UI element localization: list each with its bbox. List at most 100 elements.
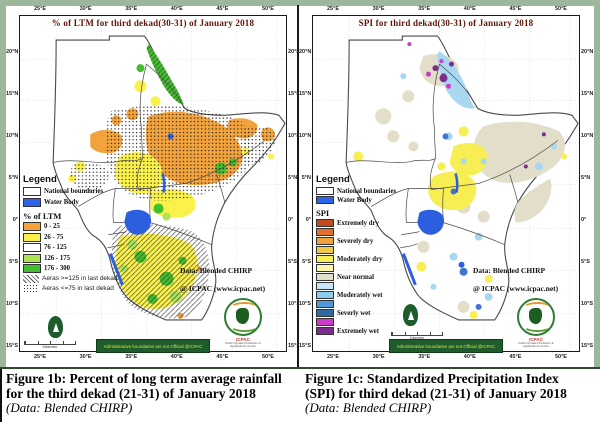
lon-tick-label: 40°E [170, 6, 183, 12]
lat-tick-label: 10°S [299, 301, 311, 308]
caption-row: Figure 1b: Percent of long term average … [0, 369, 600, 422]
water-swatch [316, 196, 334, 204]
lat-tick-label: 10°N [6, 133, 19, 140]
class-swatch [316, 246, 334, 254]
map-frame-ltm: % of LTM for third dekad(30-31) of Janua… [19, 15, 287, 353]
overlay-label: Aeras <=75 in last dekad [42, 284, 114, 292]
lat-tick-label: 10°S [581, 301, 593, 308]
legend-class-row: Severly wet [316, 309, 424, 317]
class-label: 26 - 75 [44, 233, 64, 241]
legend-class-row [316, 246, 424, 254]
lat-tick-label: 10°N [581, 133, 594, 140]
lat-tick-label: 10°N [299, 133, 312, 140]
panel-divider-line [297, 5, 299, 368]
legend-item-water: Water Body [316, 196, 424, 204]
lat-tick-label: 20°N [288, 49, 301, 55]
class-swatch [23, 253, 41, 263]
lon-tick-label: 25°E [327, 6, 339, 12]
caption-figure-1b: Figure 1b: Percent of long term average … [6, 371, 298, 416]
legend-title: Legend [23, 174, 57, 185]
lon-tick-label: 50°E [261, 354, 274, 360]
caption-figure-1c: Figure 1c: Standardized Precipitation In… [305, 371, 599, 416]
lat-tick-label: 5°N [288, 175, 298, 182]
water-swatch [23, 197, 41, 207]
class-label: Severly wet [337, 309, 371, 317]
class-label: 76 - 125 [44, 244, 67, 251]
class-swatch [316, 309, 334, 317]
lat-tick-label: 20°N [299, 49, 312, 55]
lon-ticks-top: 25°E 30°E 35°E 40°E 45°E 50°E [327, 6, 567, 13]
data-credit: Data: Blended CHIRP [473, 266, 546, 275]
map-panel-spi: 25°E 30°E 35°E 40°E 45°E 50°E 25°E 30°E 35°E 40°… [299, 6, 594, 367]
class-swatch [316, 264, 334, 272]
lat-tick-label: 5°S [288, 259, 297, 266]
lat-tick-label: 10°N [288, 133, 301, 140]
scale-bar: Kilometer [24, 341, 76, 349]
water-label: Water Body [44, 198, 79, 206]
legend-class-row: 76 - 125 [23, 243, 131, 252]
class-swatch [316, 300, 334, 308]
legend-overlay-row: Aeras <=75 in last dekad [23, 284, 131, 292]
scale-bar-ruler [391, 332, 443, 336]
green-frame-right [594, 0, 600, 368]
icpac-logo-subtitle: IGAD Climate Prediction & Applications C… [518, 341, 554, 349]
class-label: 176 - 300 [44, 265, 71, 272]
lat-tick-label: 20°N [6, 49, 19, 55]
lat-tick-label: 5°S [302, 259, 311, 266]
legend-spi: Legend National boundaries Water Body SP… [316, 174, 424, 335]
lon-tick-label: 45°E [509, 354, 522, 360]
boundaries-swatch [316, 187, 334, 195]
icpac-credit: @ ICPAC (www.icpac.net) [473, 284, 559, 293]
map-panel-ltm: 25°E 30°E 35°E 40°E 45°E 50°E 25°E 30°E 35°E 40°… [6, 6, 301, 367]
icpac-logo: ICPAC IGAD Climate Prediction & Applicat… [223, 298, 263, 348]
lon-tick-label: 30°E [372, 354, 385, 360]
class-swatch [23, 222, 41, 231]
green-frame-top [0, 0, 600, 6]
lat-ticks-east: 20°N 15°N 10°N 5°N 0° 5°S 10°S 15°S [581, 49, 594, 350]
lat-tick-label: 15°N [299, 91, 312, 98]
lon-ticks-bottom: 25°E 30°E 35°E 40°E 45°E 50°E [34, 354, 274, 361]
legend-overlays: Aeras >=125 in last dekad Aeras <=75 in … [23, 274, 131, 292]
lon-tick-label: 40°E [463, 354, 476, 360]
class-label: Severely dry [337, 237, 374, 245]
legend-class-row [316, 300, 424, 308]
water-label: Water Body [337, 196, 372, 204]
scale-bar-label: Kilometer [42, 345, 58, 349]
lat-ticks-west: 20°N 15°N 10°N 5°N 0° 5°S 10°S 15°S [299, 49, 312, 350]
class-label: Near normal [337, 273, 375, 281]
lon-tick-label: 30°E [372, 6, 385, 12]
lon-tick-label: 25°E [327, 354, 339, 360]
lat-tick-label: 0° [12, 217, 18, 224]
legend-class-row: Severely dry [316, 237, 424, 245]
class-label: Extremely wet [337, 327, 379, 335]
map-title-spi: SPI for third dekad(30-31) of January 20… [358, 18, 534, 28]
legend-classes: Extremely dry Severely dry [316, 219, 424, 335]
class-label: Moderately wet [337, 291, 383, 299]
legend-class-row: 126 - 175 [23, 253, 131, 263]
map-title-ltm: % of LTM for third dekad(30-31) of Janua… [51, 18, 255, 28]
lat-ticks-east: 20°N 15°N 10°N 5°N 0° 5°S 10°S 15°S [288, 49, 301, 350]
icpac-logo-name: ICPAC [236, 337, 250, 342]
legend-classes: 0 - 25 26 - 75 76 - 125 [23, 222, 131, 273]
class-label: 0 - 25 [44, 223, 60, 230]
data-credit: Data: Blended CHIRP [180, 266, 253, 275]
map-frame-spi: SPI for third dekad(30-31) of January 20… [312, 15, 580, 353]
lat-tick-label: 15°S [299, 343, 311, 350]
lon-tick-label: 25°E [34, 6, 46, 12]
caption-line: Figure 1b: Percent of long term average … [6, 371, 282, 386]
lat-tick-label: 15°S [288, 343, 300, 350]
lon-ticks-top: 25°E 30°E 35°E 40°E 45°E 50°E [34, 6, 274, 13]
lat-tick-label: 15°N [288, 91, 301, 98]
lat-tick-label: 15°N [6, 91, 19, 98]
overlay-pattern-swatch [23, 274, 39, 283]
class-swatch [316, 237, 334, 245]
lat-tick-label: 5°S [581, 259, 590, 266]
class-swatch [316, 318, 334, 326]
legend-section-title: % of LTM [23, 210, 62, 221]
legend-class-row: Near normal [316, 273, 424, 281]
class-swatch [316, 327, 334, 335]
lat-tick-label: 20°N [581, 49, 594, 55]
overlay-label: Aeras >=125 in last dekad [42, 275, 118, 282]
caption-data-source: (Data: Blended CHIRP) [305, 400, 432, 416]
legend-class-row [316, 264, 424, 272]
